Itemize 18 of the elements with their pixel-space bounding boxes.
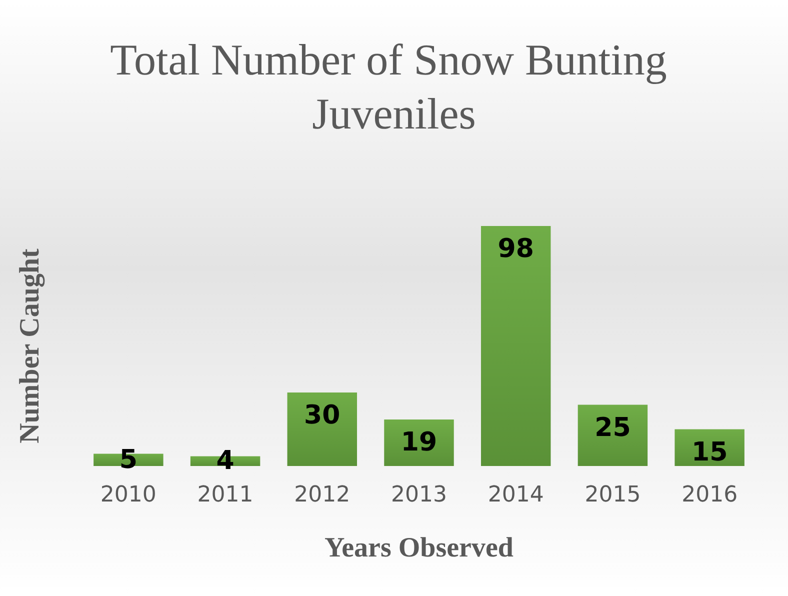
x-tick-label: 2015 bbox=[584, 482, 641, 508]
y-axis-title: Number Caught bbox=[14, 248, 46, 444]
x-tick-label: 2012 bbox=[294, 482, 350, 508]
x-tick-label: 2016 bbox=[682, 482, 738, 508]
x-tick-label: 2010 bbox=[100, 482, 156, 508]
x-axis-title: Years Observed bbox=[324, 532, 514, 564]
chart-title: Total Number of Snow Bunting Juveniles bbox=[110, 36, 678, 138]
bar bbox=[287, 392, 358, 466]
x-tick-label: 2014 bbox=[488, 482, 544, 508]
data-label: 19 bbox=[400, 427, 438, 458]
bar bbox=[480, 226, 551, 466]
data-label: 30 bbox=[304, 400, 340, 431]
x-tick-label: 2013 bbox=[391, 482, 447, 508]
data-label: 15 bbox=[691, 437, 728, 468]
data-label: 25 bbox=[594, 412, 631, 443]
data-label: 98 bbox=[498, 234, 534, 264]
bar bbox=[578, 404, 648, 466]
x-tick-label: 2011 bbox=[197, 482, 254, 508]
